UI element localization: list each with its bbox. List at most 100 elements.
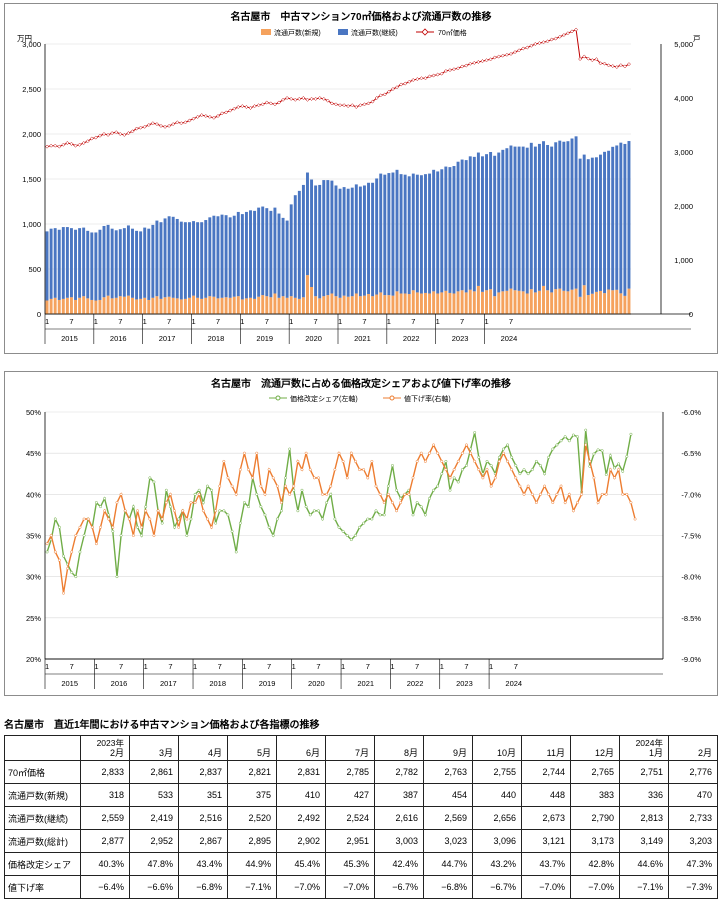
cut-point <box>214 509 218 513</box>
cut-point <box>506 459 510 463</box>
price-point <box>395 85 399 90</box>
chart1-y-right-tick: 4,000 <box>674 94 693 103</box>
cut-point <box>144 509 148 513</box>
bar-new <box>537 290 541 314</box>
table-column-header: 6月 <box>276 735 326 761</box>
bar-continuing <box>208 217 212 297</box>
share-point <box>168 505 172 509</box>
share-point <box>144 505 148 509</box>
price-point <box>582 54 587 59</box>
bar-new <box>293 297 297 314</box>
table-cell: 3,023 <box>423 829 473 853</box>
bar-new <box>110 298 114 314</box>
chart2-month-tick: 7 <box>168 662 172 671</box>
bar-continuing <box>570 138 574 290</box>
bar-continuing <box>509 145 513 289</box>
share-point <box>300 488 304 492</box>
table-column-month: 12月 <box>594 748 614 758</box>
share-point <box>506 443 510 447</box>
bar-new <box>375 294 379 314</box>
share-point <box>469 447 473 451</box>
bar-continuing <box>619 142 623 294</box>
bar-continuing <box>69 228 73 298</box>
cut-point <box>140 525 144 529</box>
indicator-table: 2023年 2月 3月 4月 5月 6月 7月 8月 9月 10月 11月 12月 2024年 1月 2月 … <box>4 735 718 899</box>
share-point <box>242 501 246 505</box>
bar-new <box>139 298 143 314</box>
bar-new <box>627 288 631 314</box>
chart1-year-label: 2017 <box>159 334 176 343</box>
share-point <box>325 501 329 505</box>
chart2-y-left-tick: 30% <box>26 573 41 582</box>
share-point <box>238 521 242 525</box>
share-point <box>608 454 612 458</box>
table-cell: −7.0% <box>325 875 375 899</box>
bar-continuing <box>232 215 236 297</box>
share-point <box>62 554 65 558</box>
bar-continuing <box>574 136 578 289</box>
cut-point <box>66 566 70 570</box>
cut-point <box>485 468 489 472</box>
bar-continuing <box>476 152 480 286</box>
price-point <box>464 63 469 68</box>
bar-continuing <box>118 229 122 297</box>
chart2-year-label: 2018 <box>209 679 226 688</box>
legend-label-new: 流通戸数(新規) <box>274 28 321 37</box>
share-point <box>205 484 209 488</box>
share-point <box>473 431 477 435</box>
chart1-year-label: 2015 <box>61 334 78 343</box>
share-point <box>621 469 625 473</box>
price-point <box>399 82 404 87</box>
cut-point <box>493 476 497 480</box>
price-point <box>390 87 395 91</box>
bar-new <box>143 297 147 314</box>
price-point <box>545 39 550 44</box>
price-point <box>488 57 493 62</box>
cut-point <box>201 509 205 513</box>
bar-new <box>497 292 501 314</box>
chart1-month-tick: 1 <box>191 317 195 326</box>
chart2-month-tick: 7 <box>267 662 271 671</box>
bar-new <box>603 293 607 314</box>
bar-new <box>517 290 521 314</box>
table-header-row: 2023年 2月 3月 4月 5月 6月 7月 8月 9月 10月 11月 12月 2024年 1月 2月 <box>4 735 718 761</box>
bar-continuing <box>212 215 216 297</box>
price-point <box>228 108 233 113</box>
cut-point <box>210 525 213 529</box>
cut-point <box>259 484 263 488</box>
bar-continuing <box>338 188 342 298</box>
bar-continuing <box>265 208 269 297</box>
share-point <box>82 534 86 537</box>
cut-point <box>99 525 102 529</box>
price-point <box>578 57 583 61</box>
bar-continuing <box>159 222 163 299</box>
cut-point <box>275 484 279 488</box>
price-point <box>419 76 424 81</box>
bar-continuing <box>440 169 444 293</box>
bar-new <box>346 296 350 314</box>
bar-continuing <box>607 150 611 290</box>
cut-point <box>345 476 349 480</box>
cut-point <box>312 476 316 480</box>
table-cell: 375 <box>227 783 277 807</box>
bar-continuing <box>200 222 204 299</box>
share-point <box>497 455 501 459</box>
bar-continuing <box>82 227 86 297</box>
share-point <box>226 513 230 517</box>
bar-new <box>529 289 533 314</box>
share-point <box>378 513 382 517</box>
share-point <box>625 455 629 458</box>
bar-continuing <box>432 169 436 292</box>
chart2-month-tick: 7 <box>70 662 74 671</box>
price-point <box>199 113 204 118</box>
bar-new <box>98 299 102 314</box>
share-point <box>193 492 197 496</box>
price-point <box>301 96 306 100</box>
table-row-label: 価格改定シェア <box>4 852 81 876</box>
table-cell: 2,765 <box>570 760 620 784</box>
cut-point <box>448 476 452 480</box>
bar-new <box>419 293 423 314</box>
bar-new <box>86 298 90 314</box>
cut-point <box>292 484 296 488</box>
bar-new <box>135 299 139 314</box>
